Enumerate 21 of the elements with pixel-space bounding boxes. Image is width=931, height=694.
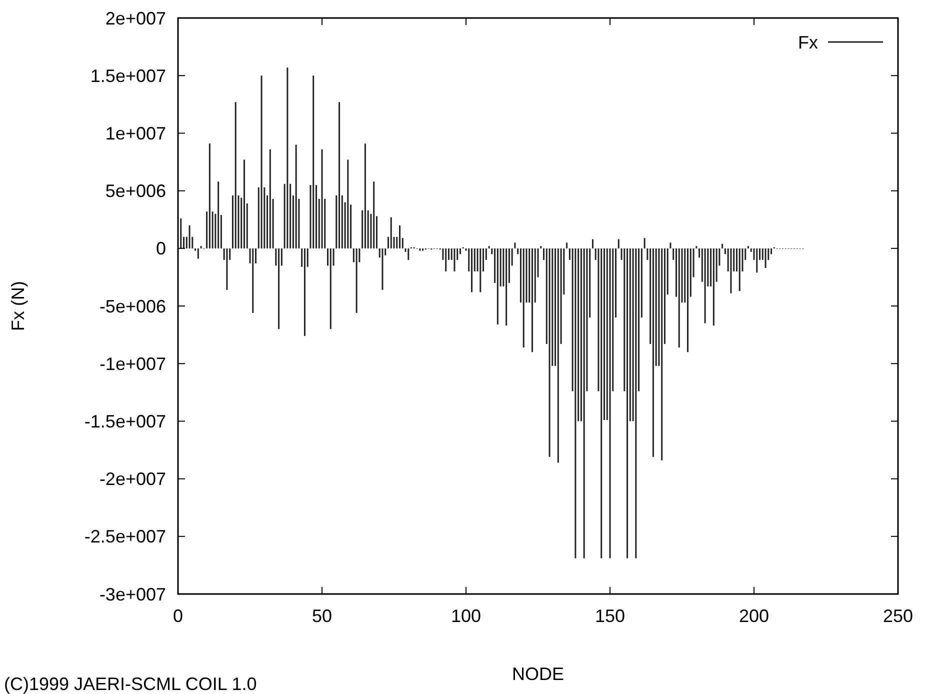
y-tick-label: 0 bbox=[156, 238, 166, 259]
y-tick-label: -1e+007 bbox=[99, 354, 166, 374]
y-tick-label: 2e+007 bbox=[105, 8, 166, 28]
x-tick-label: 150 bbox=[594, 606, 626, 626]
y-tick-label: -3e+007 bbox=[99, 584, 166, 604]
y-tick-label: 5e+006 bbox=[105, 181, 166, 202]
x-axis-title: NODE bbox=[512, 664, 564, 684]
y-axis-title: Fx (N) bbox=[8, 281, 28, 331]
x-tick-label: 50 bbox=[312, 606, 332, 626]
text: (C)1999 JAERI-SCML COIL 1.0 bbox=[4, 674, 257, 694]
x-tick-label: 100 bbox=[450, 606, 482, 626]
y-tick-label: -5e+006 bbox=[99, 296, 166, 316]
x-tick-label: 0 bbox=[172, 606, 184, 626]
y-tick-label: -1.5e+007 bbox=[84, 412, 166, 432]
y-tick-label: -2e+007 bbox=[99, 469, 166, 490]
y-tick-label: 1e+007 bbox=[105, 124, 166, 144]
y-tick-label: 1.5e+007 bbox=[90, 66, 166, 86]
y-tick-label: -2.5e+007 bbox=[84, 526, 166, 547]
x-tick-label: 250 bbox=[882, 606, 914, 626]
legend-label: Fx bbox=[798, 32, 818, 52]
x-tick-label: 200 bbox=[738, 606, 770, 626]
